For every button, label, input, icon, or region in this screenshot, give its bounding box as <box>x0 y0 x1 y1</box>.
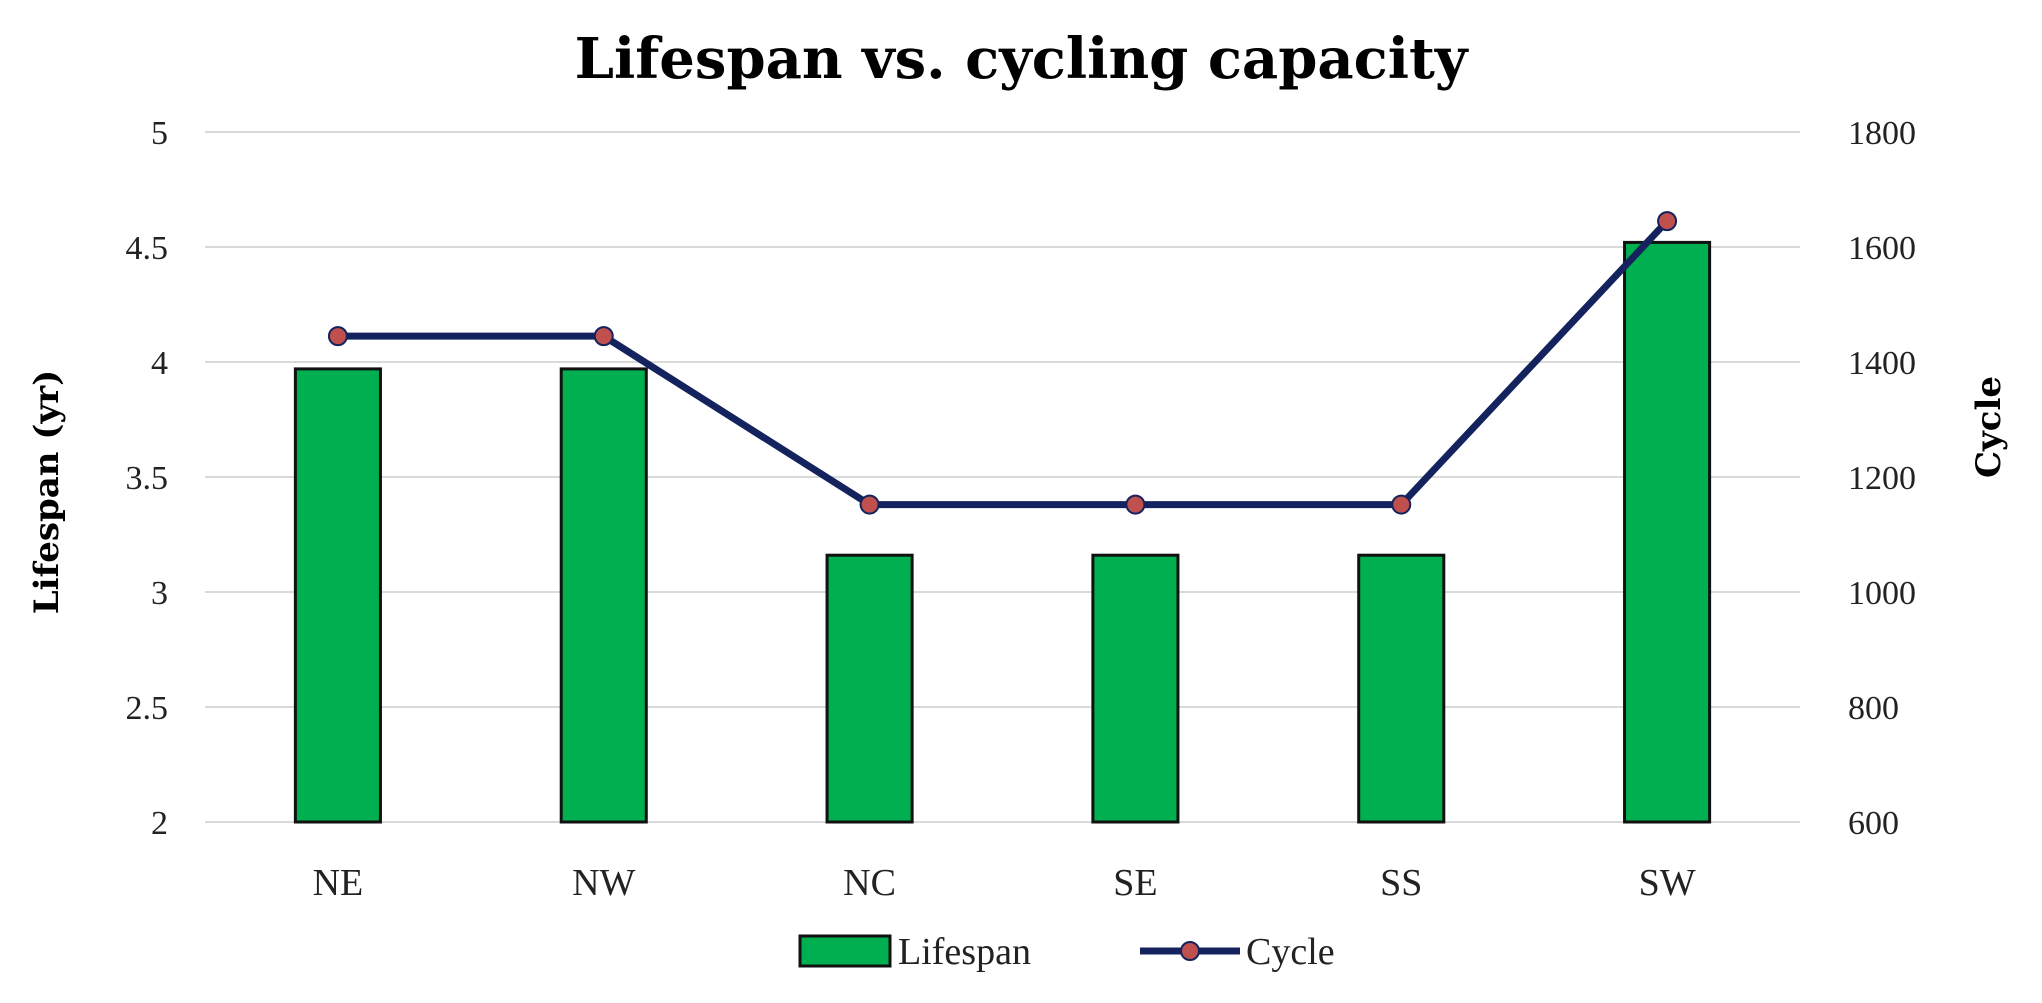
cycle-point <box>859 494 880 515</box>
right-tick-label: 1400 <box>1848 345 1916 382</box>
category-label: NW <box>572 862 635 904</box>
lifespan-bar <box>1357 553 1446 824</box>
right-tick-label: 600 <box>1848 805 1899 842</box>
cycle-point <box>593 326 614 347</box>
lifespan-bar <box>559 367 648 824</box>
left-tick-label: 4.5 <box>126 230 169 267</box>
cycle-point <box>1391 494 1412 515</box>
lifespan-bar <box>1623 240 1712 824</box>
left-tick-label: 3.5 <box>126 460 169 497</box>
cycle-line <box>337 218 1670 509</box>
category-label: NE <box>313 862 364 904</box>
legend-cycle-marker <box>1180 941 1200 961</box>
left-tick-label: 4 <box>151 345 168 382</box>
cycle-point <box>1125 494 1146 515</box>
lifespan-bar <box>1091 553 1180 824</box>
category-label: NC <box>843 862 896 904</box>
lifespan-bar <box>293 367 382 824</box>
cycle-line-series <box>327 211 1678 515</box>
right-tick-label: 1000 <box>1848 575 1916 612</box>
right-axis-ticks: 600 800 1000 1200 1400 1600 1800 <box>1848 115 1916 842</box>
right-axis-title: Cycle <box>1969 376 2009 478</box>
gridlines <box>205 131 1800 823</box>
lifespan-bars <box>293 240 1712 824</box>
legend-lifespan-label: Lifespan <box>898 931 1031 973</box>
legend-lifespan-swatch <box>798 934 892 968</box>
category-label: SS <box>1380 862 1422 904</box>
legend: Lifespan Cycle <box>798 931 1335 973</box>
left-axis-ticks: 2 2.5 3 3.5 4 4.5 5 <box>126 115 169 842</box>
left-tick-label: 5 <box>151 115 168 152</box>
category-labels: NE NW NC SE SS SW <box>313 862 1696 904</box>
right-tick-label: 1800 <box>1848 115 1916 152</box>
chart-title: Lifespan vs. cycling capacity <box>575 26 1469 92</box>
left-tick-label: 2.5 <box>126 690 169 727</box>
right-tick-label: 1200 <box>1848 460 1916 497</box>
right-tick-label: 1600 <box>1848 230 1916 267</box>
category-label: SW <box>1639 862 1696 904</box>
lifespan-bar <box>825 553 914 824</box>
right-tick-label: 800 <box>1848 690 1899 727</box>
cycle-point <box>1657 211 1678 232</box>
left-tick-label: 2 <box>151 805 168 842</box>
category-label: SE <box>1113 862 1157 904</box>
left-axis-title: Lifespan (yr) <box>27 370 67 614</box>
legend-cycle-label: Cycle <box>1246 931 1335 973</box>
cycle-point <box>327 326 348 347</box>
left-tick-label: 3 <box>151 575 168 612</box>
